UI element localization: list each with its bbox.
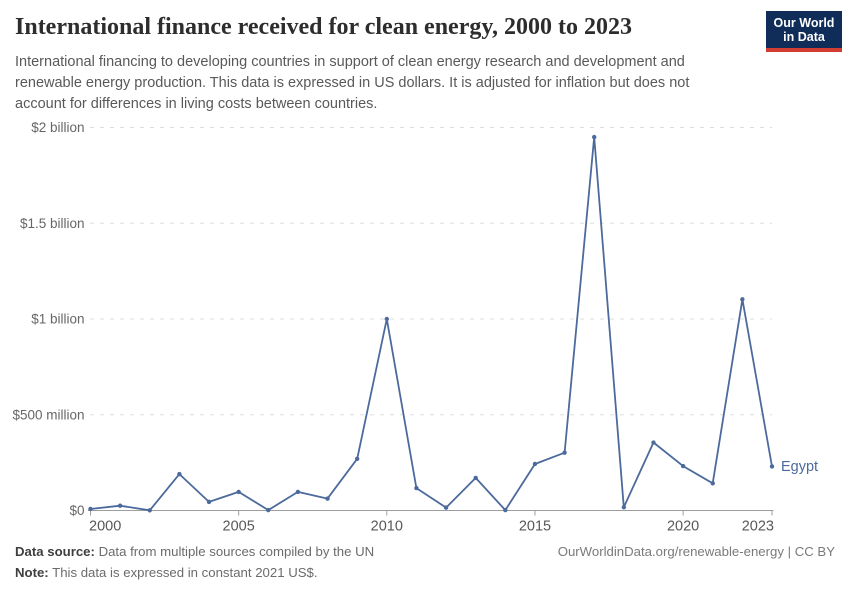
data-point[interactable] bbox=[88, 506, 93, 512]
data-point[interactable] bbox=[532, 461, 538, 467]
data-point[interactable] bbox=[236, 489, 241, 495]
data-source-label: Data source: bbox=[15, 544, 95, 559]
data-point[interactable] bbox=[503, 507, 508, 513]
x-tick-label: 2010 bbox=[371, 519, 403, 535]
y-tick-label: $500 million bbox=[12, 407, 84, 422]
data-point[interactable] bbox=[443, 505, 449, 510]
series-entity-label[interactable]: Egypt bbox=[781, 459, 818, 475]
data-point[interactable] bbox=[621, 505, 627, 510]
data-point[interactable] bbox=[295, 489, 301, 495]
data-point[interactable] bbox=[266, 507, 271, 513]
footer-left: Data source: Data from multiple sources … bbox=[15, 544, 374, 586]
owid-logo: Our World in Data bbox=[766, 11, 842, 52]
egypt-line-series bbox=[89, 136, 773, 512]
y-tick-label: $1 billion bbox=[31, 312, 84, 327]
data-point[interactable] bbox=[710, 481, 715, 486]
x-tick-label: 2020 bbox=[667, 519, 699, 535]
data-point[interactable] bbox=[206, 499, 212, 505]
x-tick-label: 2023 bbox=[742, 519, 774, 535]
data-point[interactable] bbox=[592, 134, 597, 140]
data-point[interactable] bbox=[473, 475, 478, 481]
y-tick-label: $2 billion bbox=[31, 120, 84, 135]
x-tick-label: 2005 bbox=[223, 519, 255, 535]
data-point[interactable] bbox=[384, 316, 390, 322]
owid-logo-line1: Our World bbox=[773, 16, 835, 30]
x-tick-label: 2000 bbox=[89, 519, 121, 535]
data-point[interactable] bbox=[147, 508, 152, 513]
owid-logo-line2: in Data bbox=[783, 30, 825, 44]
x-tick-label: 2015 bbox=[519, 519, 551, 535]
chart-subtitle: International financing to developing co… bbox=[15, 54, 690, 112]
data-point[interactable] bbox=[414, 485, 419, 491]
chart-footer: Data source: Data from multiple sources … bbox=[15, 544, 835, 586]
credit-link[interactable]: OurWorldinData.org/renewable-energy | CC… bbox=[557, 544, 835, 559]
data-point[interactable] bbox=[354, 456, 360, 461]
data-source-line: Data source: Data from multiple sources … bbox=[15, 544, 374, 559]
y-tick-label: $1.5 billion bbox=[20, 216, 85, 231]
data-point[interactable] bbox=[325, 496, 330, 501]
note-label: Note: bbox=[15, 565, 49, 580]
data-point[interactable] bbox=[651, 440, 656, 445]
data-point[interactable] bbox=[562, 450, 567, 455]
data-point[interactable] bbox=[769, 464, 775, 469]
note-line: Note: This data is expressed in constant… bbox=[15, 565, 374, 580]
data-point[interactable] bbox=[177, 471, 182, 477]
data-point[interactable] bbox=[680, 463, 686, 469]
page-title: International finance received for clean… bbox=[15, 14, 633, 40]
note-text: This data is expressed in constant 2021 … bbox=[52, 565, 318, 580]
data-point[interactable] bbox=[740, 297, 745, 302]
data-point[interactable] bbox=[117, 503, 123, 508]
data-source-text: Data from multiple sources compiled by t… bbox=[98, 544, 375, 559]
y-tick-label: $0 bbox=[69, 503, 84, 518]
